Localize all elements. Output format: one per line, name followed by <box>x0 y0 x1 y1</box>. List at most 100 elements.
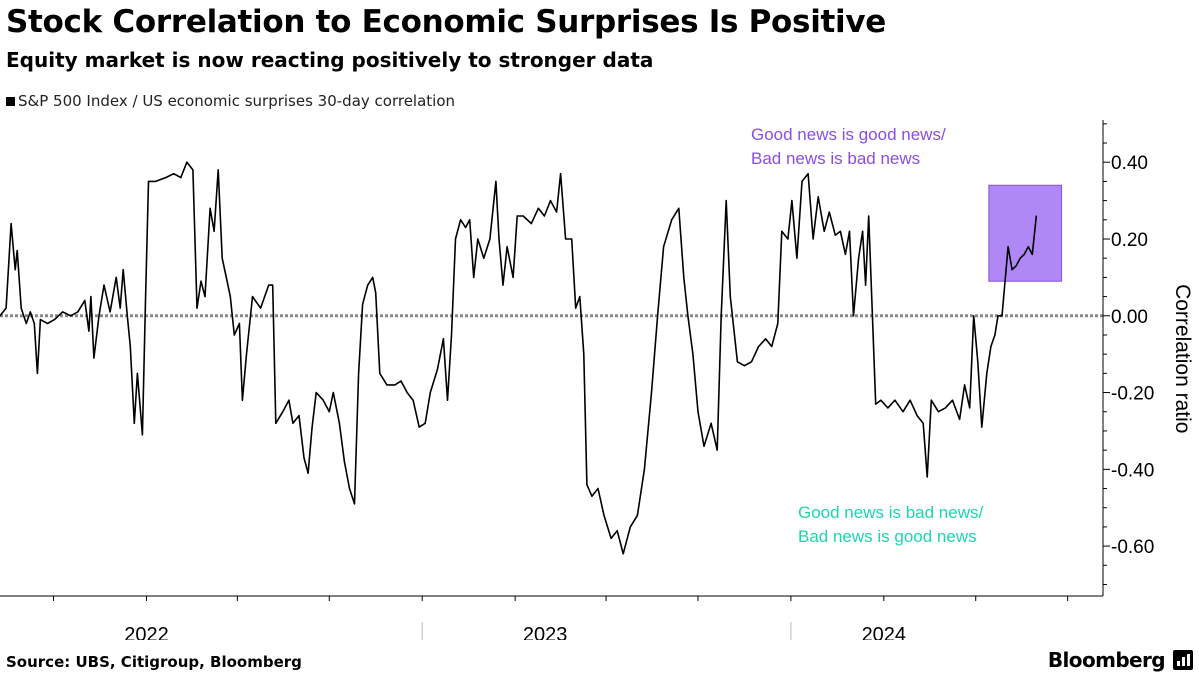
series-point <box>292 422 294 424</box>
series-point <box>343 461 345 463</box>
y-tick-label: 0.00 <box>1111 307 1148 328</box>
series-point <box>70 315 72 317</box>
series-point <box>77 311 79 313</box>
series-point <box>981 426 983 428</box>
series-point <box>964 384 966 386</box>
chart-title: Stock Correlation to Economic Surprises … <box>6 4 887 40</box>
series-point <box>489 238 491 240</box>
series-point <box>683 276 685 278</box>
brand-name: Bloomberg <box>1047 648 1166 672</box>
series-point <box>807 173 809 175</box>
series-point <box>90 296 92 298</box>
chart-subtitle: Equity market is now reacting positively… <box>6 48 654 72</box>
legend-swatch <box>6 96 15 106</box>
series-point <box>406 391 408 394</box>
series-point <box>5 307 7 309</box>
series-point <box>678 207 680 209</box>
series-point <box>817 196 819 198</box>
series-point <box>990 345 992 348</box>
series-point <box>720 315 722 317</box>
series-point <box>868 215 870 217</box>
series-point <box>498 238 500 240</box>
series-point <box>288 399 290 401</box>
series-point <box>591 495 593 497</box>
series-point <box>298 415 300 417</box>
annotation-bad-news-line-2: Bad news is good news <box>798 527 977 546</box>
series-point <box>506 246 508 248</box>
series-point <box>663 246 665 248</box>
series-point <box>200 280 202 282</box>
series-point <box>537 207 540 209</box>
series-point <box>603 514 605 517</box>
y-tick-label: 0.40 <box>1111 153 1148 174</box>
series-point <box>823 230 825 232</box>
series-point <box>777 322 779 325</box>
series-point <box>141 434 143 436</box>
y-tick-label: 0.20 <box>1111 230 1148 251</box>
highlight-box <box>988 184 1063 282</box>
series-point <box>852 315 855 317</box>
series-point <box>144 299 147 301</box>
series-point <box>959 418 961 420</box>
series-point <box>84 299 86 301</box>
series-point <box>858 257 860 259</box>
series-point <box>926 476 928 478</box>
series-point <box>616 530 618 532</box>
series-point <box>1031 253 1033 255</box>
y-tick-label: -0.40 <box>1111 460 1154 481</box>
series-point <box>93 357 95 359</box>
series-point <box>839 230 842 232</box>
series-point <box>275 422 277 424</box>
series-point <box>233 334 235 336</box>
series-point <box>787 238 789 240</box>
series-point <box>400 380 402 382</box>
series-point <box>887 407 889 409</box>
series-point <box>229 296 231 298</box>
series-point <box>328 411 330 413</box>
series-point <box>834 234 836 236</box>
series-point <box>973 315 975 317</box>
series-point <box>473 276 475 278</box>
x-axis: 2022 2023 2024 <box>0 595 1103 640</box>
series-point <box>424 422 426 424</box>
series-point <box>871 296 873 298</box>
series-point <box>238 322 240 325</box>
y-tick-label: -0.60 <box>1111 537 1154 558</box>
series-point <box>126 315 128 317</box>
series-point <box>758 345 760 348</box>
series-point <box>332 391 334 394</box>
series-point <box>225 276 227 278</box>
series-point <box>460 219 462 221</box>
series-line <box>0 161 1038 555</box>
series-point <box>260 307 262 309</box>
series-point <box>122 269 124 271</box>
series-point <box>556 211 558 213</box>
series-point <box>579 296 581 298</box>
series-point <box>736 361 739 363</box>
series-point <box>560 173 562 175</box>
chart-legend: S&P 500 Index / US economic surprises 30… <box>6 92 455 110</box>
series-point <box>571 238 573 240</box>
series-point <box>147 180 150 182</box>
series-point <box>565 238 567 240</box>
series-point <box>348 487 351 490</box>
series-point <box>379 372 381 374</box>
series-point <box>692 353 694 355</box>
series-point <box>791 200 793 202</box>
series-point <box>394 384 396 386</box>
series-point <box>516 215 518 217</box>
series-point <box>828 211 830 213</box>
series-point <box>307 472 309 474</box>
series-point <box>483 257 485 259</box>
x-tick-label: 2024 <box>862 624 907 640</box>
series-point <box>155 180 157 182</box>
series-point <box>1023 253 1025 255</box>
series-point <box>671 219 673 221</box>
series-point <box>522 215 524 217</box>
series-point <box>204 296 206 298</box>
series-point <box>894 399 896 401</box>
series-point <box>0 315 1 317</box>
y-tick-label: -0.20 <box>1111 384 1154 405</box>
series-point <box>848 230 851 232</box>
series-point <box>282 411 284 413</box>
